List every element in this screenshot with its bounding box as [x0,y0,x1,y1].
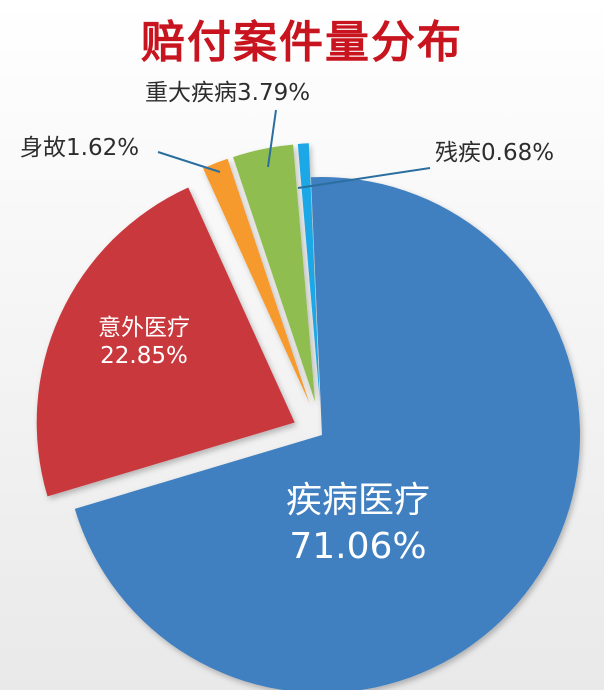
pie-slice-5 [297,143,320,402]
slice-value-label: 22.85% [100,343,188,369]
slice-name-label: 意外医疗 [98,315,190,341]
slice-value-label: 71.06% [289,526,426,567]
slice-name-label: 疾病医疗 [286,480,430,521]
slice-label: 重大疾病3.79% [145,80,310,106]
chart-title: 赔付案件量分布 [141,17,463,68]
pie-slice-4 [233,144,316,402]
pie-slice-1 [74,177,580,690]
leader-line [267,109,277,168]
slice-label: 身故1.62% [20,135,139,161]
leader-line [157,151,221,173]
pie-slice-3 [203,158,310,404]
leader-line [297,167,431,189]
slice-label: 残疾0.68% [435,140,554,166]
pie-slice-2 [36,187,295,497]
